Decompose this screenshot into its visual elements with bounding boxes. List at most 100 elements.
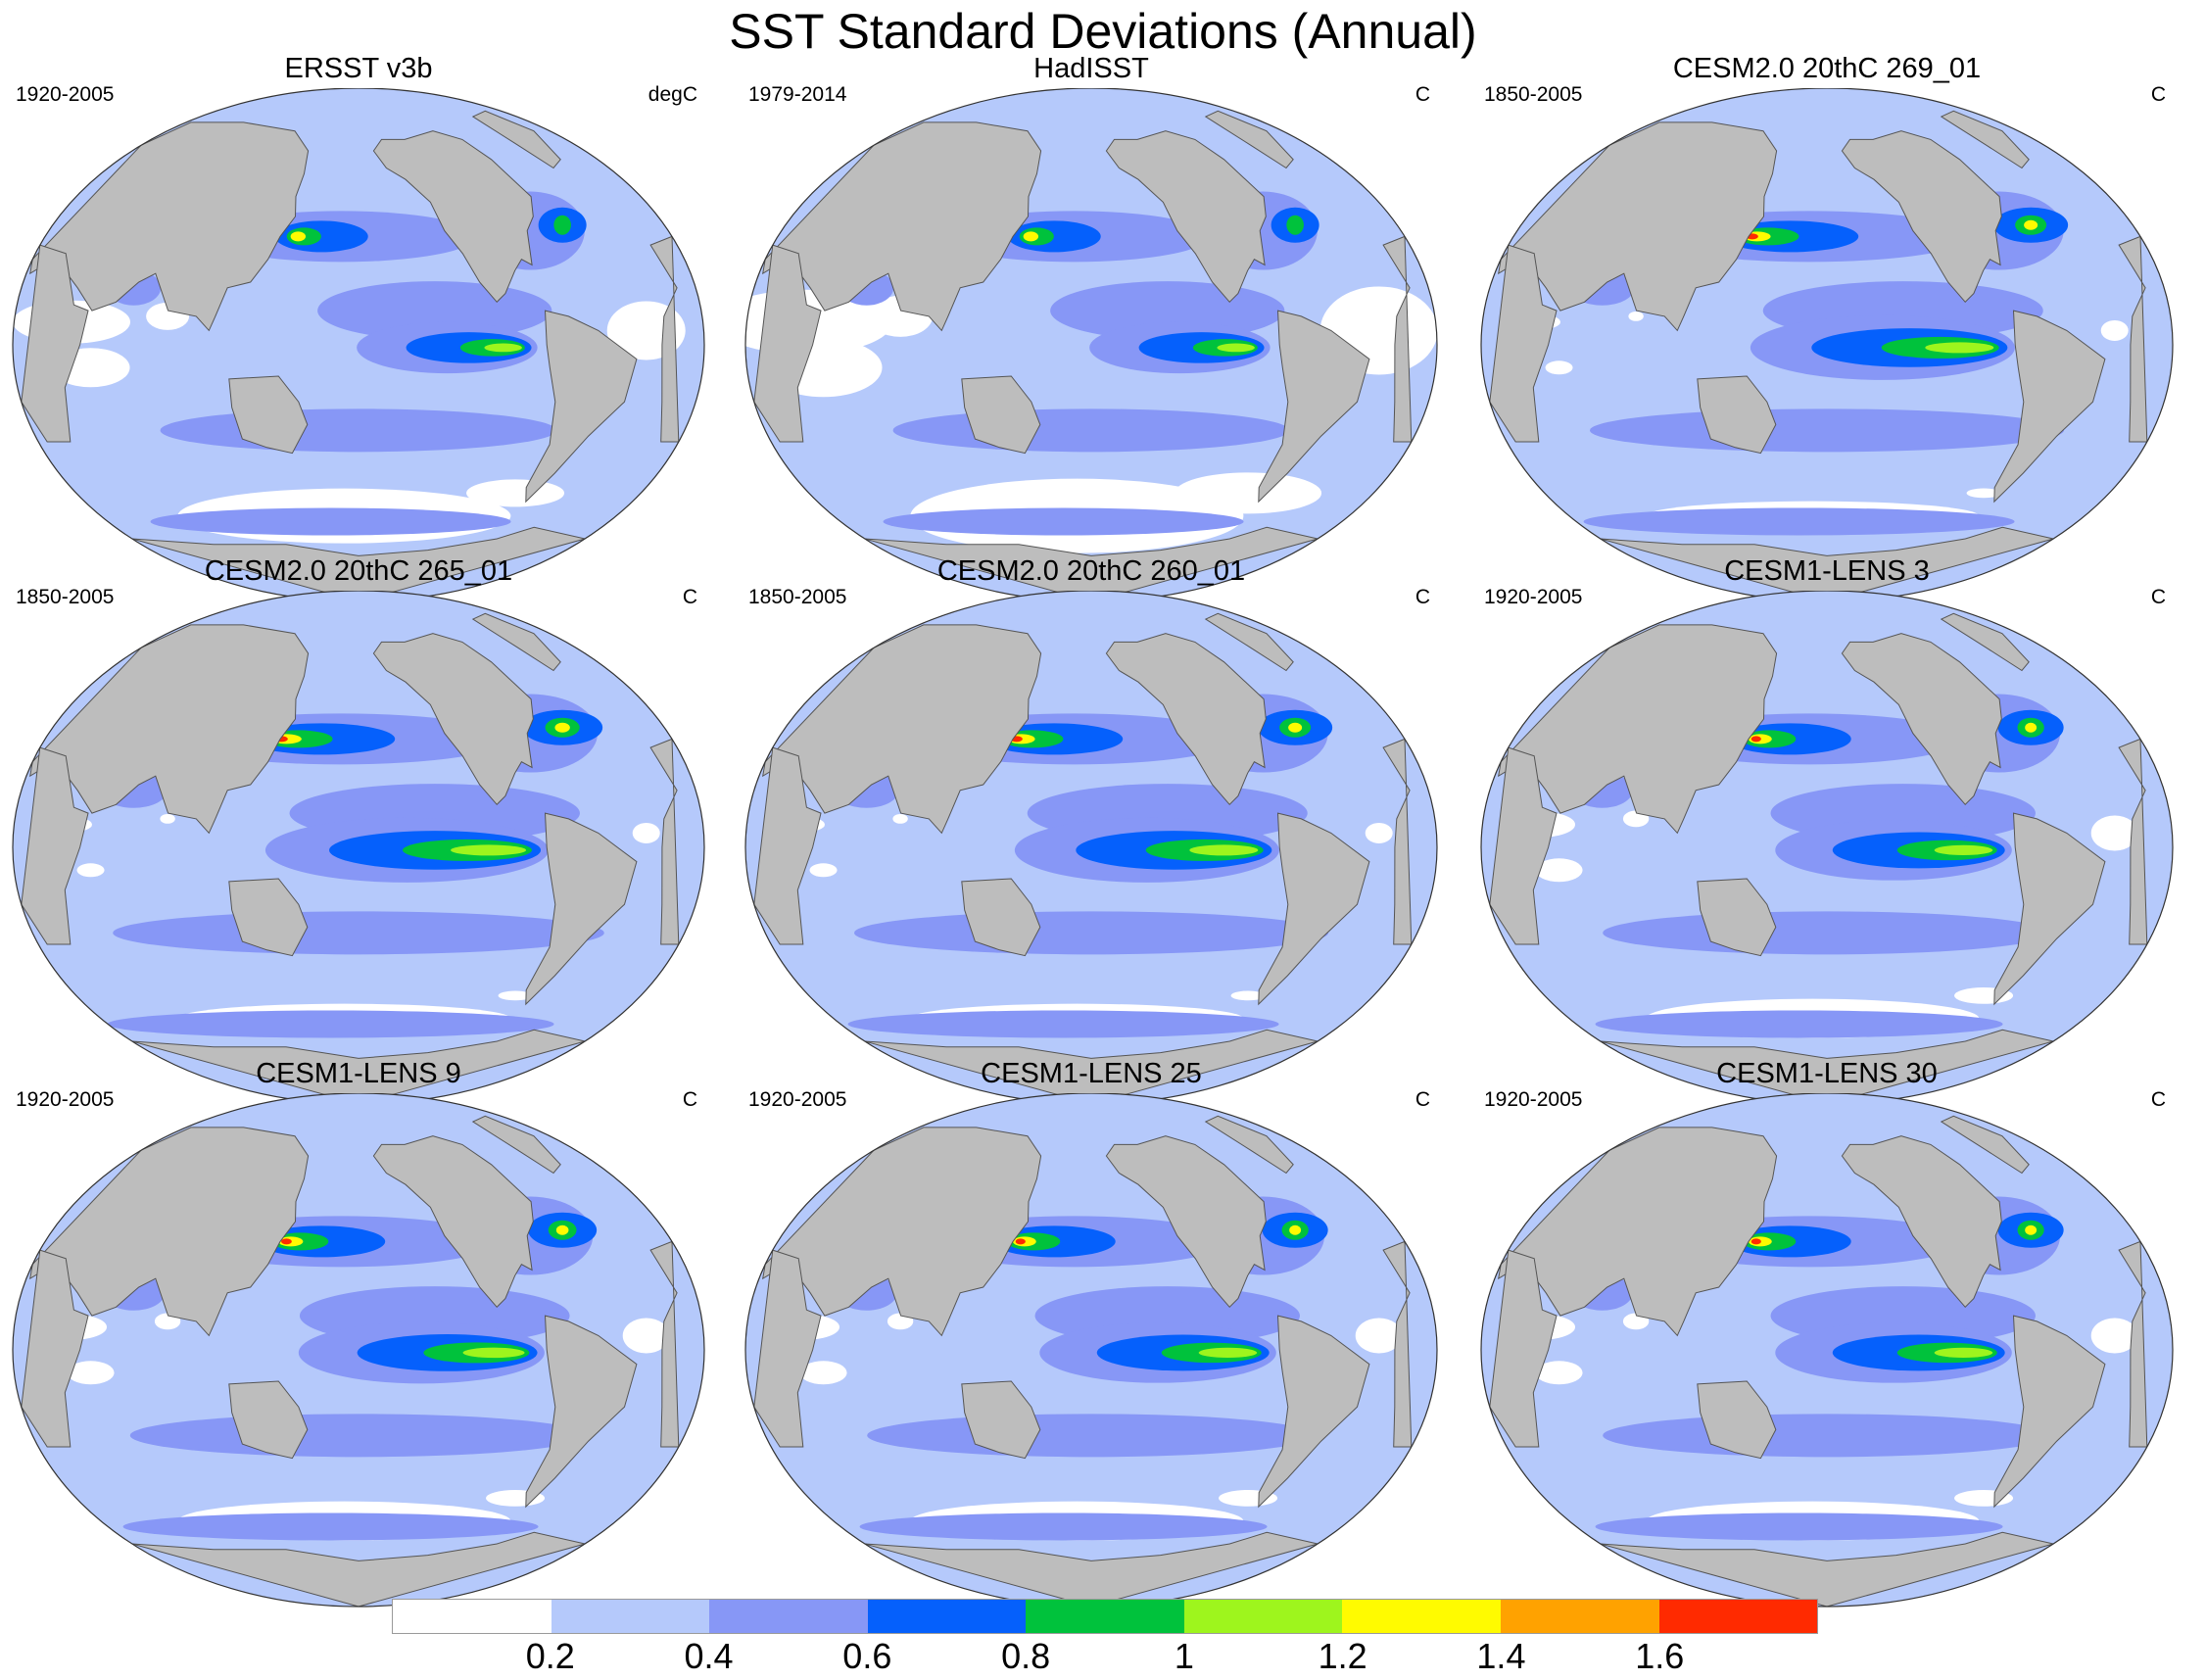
map-panel: HadISST 1979-2014 C <box>739 51 1444 602</box>
low-variability-region <box>622 1318 670 1354</box>
low-variability-region <box>892 813 908 824</box>
sst-map <box>744 88 1438 602</box>
land-mass <box>471 612 561 672</box>
colorbar-swatch <box>1026 1600 1184 1633</box>
land-mass <box>1382 738 1413 945</box>
moderate-variability-region <box>883 507 1244 536</box>
land-mass <box>1940 612 2030 672</box>
panel-title: ERSST v3b <box>284 53 433 84</box>
sst-map <box>1480 591 2174 1105</box>
panel-units: degC <box>647 83 697 106</box>
low-variability-region <box>632 822 660 843</box>
gulf-stream <box>1289 1224 1302 1235</box>
colorbar-swatch <box>551 1600 710 1633</box>
land-mass <box>228 878 309 957</box>
land-mass <box>753 244 822 443</box>
land-mass <box>372 1135 534 1309</box>
land-mass <box>1204 1115 1294 1175</box>
land-mass <box>2118 235 2148 443</box>
land-mass <box>1489 746 1558 945</box>
colorbar-tick-label: 1.4 <box>1476 1636 1526 1676</box>
land-mass <box>1489 244 1558 443</box>
low-variability-region <box>1545 360 1573 375</box>
sst-map <box>12 591 705 1105</box>
kuroshio-extension <box>1023 231 1039 242</box>
low-variability-region <box>799 1361 847 1385</box>
land-mass <box>1841 130 2002 304</box>
panel-units: C <box>2150 83 2166 106</box>
land-mass <box>1204 110 1294 169</box>
colorbar-swatch <box>1658 1600 1818 1633</box>
panel-title: CESM1-LENS 30 <box>1716 1058 1938 1089</box>
low-variability-region <box>1628 311 1644 321</box>
moderate-variability-region <box>892 408 1290 453</box>
land-mass <box>1258 310 1370 504</box>
enso-tongue <box>462 1347 525 1359</box>
land-mass <box>1940 1115 2030 1175</box>
colorbar-swatch <box>1342 1600 1501 1633</box>
moderate-variability-region <box>859 1512 1268 1541</box>
land-mass <box>372 633 534 806</box>
low-variability-region <box>1355 1318 1403 1354</box>
land-mass <box>1697 878 1777 957</box>
low-variability-region <box>1966 488 2001 499</box>
land-mass <box>1993 310 2106 504</box>
low-variability-region <box>1365 822 1393 843</box>
map-panel: ERSST v3b 1920-2005 degC <box>6 51 711 602</box>
map-panel: CESM2.0 20thC 260_01 1850-2005 C <box>739 553 1444 1105</box>
land-mass <box>753 746 822 945</box>
land-mass <box>21 746 89 945</box>
gulf-stream <box>2025 722 2038 733</box>
panel-period: 1979-2014 <box>748 83 847 106</box>
sst-map <box>744 1093 1438 1608</box>
land-mass <box>1258 1315 1370 1509</box>
land-mass <box>1993 812 2106 1006</box>
land-mass <box>1940 110 2030 169</box>
low-variability-region <box>76 863 105 878</box>
land-mass <box>471 1115 561 1175</box>
sst-map <box>744 591 1438 1105</box>
panel-units: C <box>1415 1088 1430 1111</box>
panel-units: C <box>1415 83 1430 106</box>
panel-period: 1920-2005 <box>1484 586 1583 608</box>
panel-title: HadISST <box>1033 53 1149 84</box>
colorbar-tick-label: 0.6 <box>842 1636 892 1676</box>
moderate-variability-region <box>1590 408 2064 453</box>
land-mass <box>525 310 638 504</box>
panel-period: 1850-2005 <box>16 586 115 608</box>
low-variability-region <box>67 1361 115 1385</box>
colorbar-swatch <box>393 1600 552 1633</box>
gulf-stream <box>1286 215 1304 235</box>
land-mass <box>1697 375 1777 455</box>
kuroshio-extension <box>1750 1238 1761 1245</box>
colorbar-tick-label: 0.4 <box>684 1636 734 1676</box>
figure-title: SST Standard Deviations (Annual) <box>729 4 1477 59</box>
panel-title: CESM2.0 20thC 269_01 <box>1672 53 1982 84</box>
land-mass <box>372 130 534 304</box>
panel-units: C <box>2150 1088 2166 1111</box>
colorbar-swatch <box>1500 1600 1659 1633</box>
map-panel: CESM2.0 20thC 269_01 1850-2005 C <box>1474 51 2180 602</box>
land-mass <box>649 235 680 443</box>
enso-tongue <box>1198 1347 1258 1359</box>
land-mass <box>21 244 89 443</box>
kuroshio-extension <box>290 231 307 242</box>
moderate-variability-region <box>122 1512 539 1541</box>
colorbar-tick-label: 1.6 <box>1635 1636 1685 1676</box>
low-variability-region <box>2090 815 2138 851</box>
colorbar-tick-label: 1.2 <box>1318 1636 1367 1676</box>
land-mass <box>961 375 1041 455</box>
land-mass <box>1600 1029 2054 1104</box>
map-outline <box>1480 1093 2174 1608</box>
land-mass <box>649 1240 680 1448</box>
colorbar-swatch <box>1183 1600 1343 1633</box>
low-variability-region <box>1175 472 1322 514</box>
land-mass <box>1600 1531 2054 1607</box>
panel-units: C <box>1415 586 1430 608</box>
panel-period: 1850-2005 <box>1484 83 1583 106</box>
low-variability-region <box>1535 858 1583 883</box>
panel-period: 1850-2005 <box>748 586 847 608</box>
enso-tongue <box>1934 1347 1993 1359</box>
panel-title: CESM2.0 20thC 265_01 <box>204 555 513 587</box>
enso-tongue <box>1189 844 1259 856</box>
